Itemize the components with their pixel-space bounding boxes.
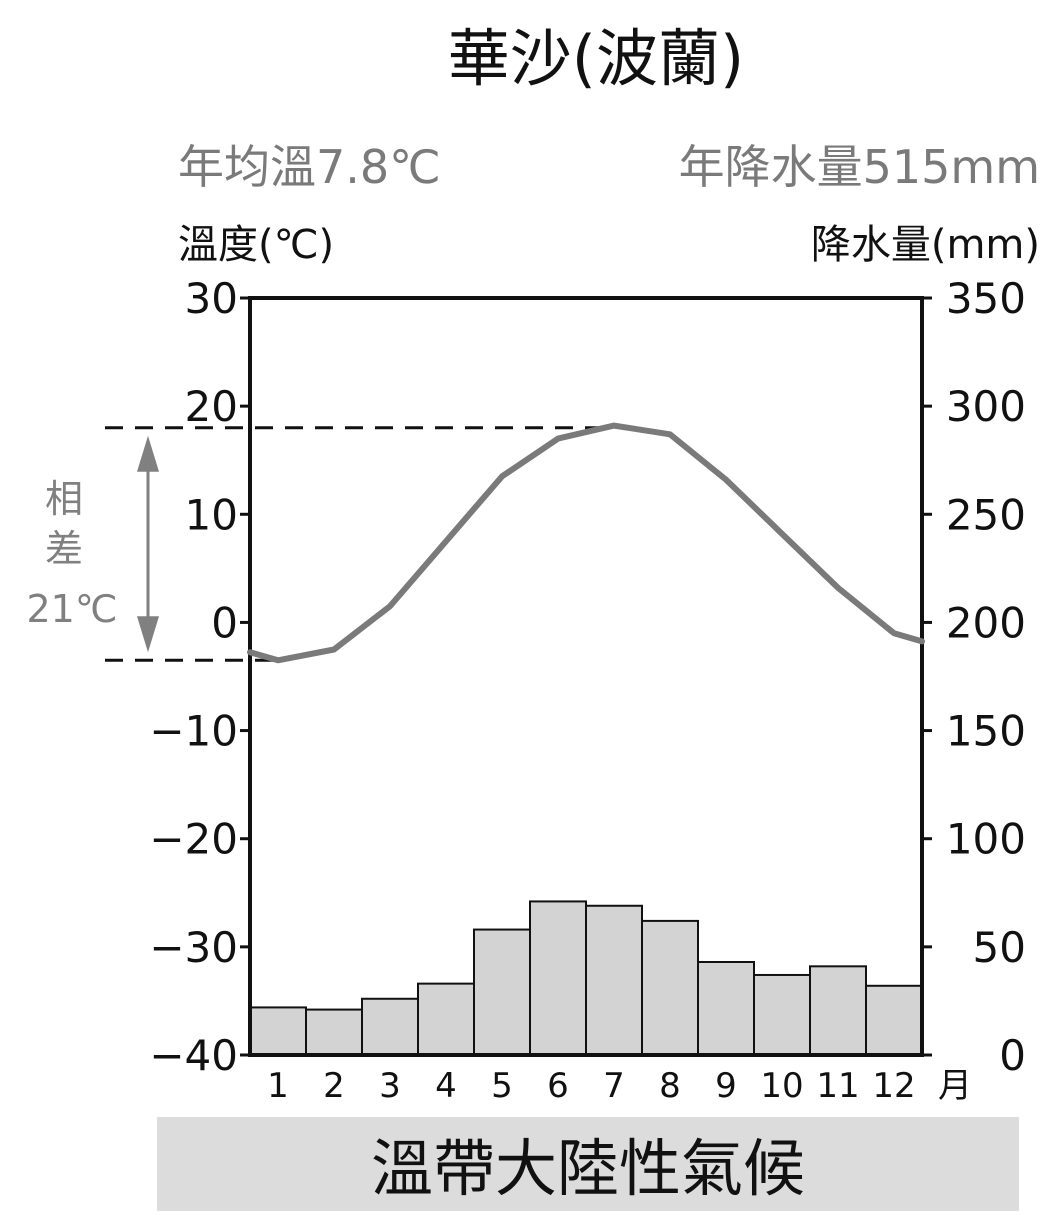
left-tick-label: −20 bbox=[149, 815, 238, 864]
right-tick-label: 100 bbox=[946, 815, 1026, 864]
month-label-5: 5 bbox=[491, 1066, 513, 1106]
climate-type-label: 溫帶大陸性氣候 bbox=[371, 1132, 805, 1205]
month-label-7: 7 bbox=[603, 1066, 625, 1106]
right-tick-label: 200 bbox=[946, 598, 1026, 647]
precip-bar-1 bbox=[249, 1006, 307, 1056]
annual-mean-temp: 年均溫7.8℃ bbox=[178, 140, 441, 194]
month-label-10: 10 bbox=[760, 1066, 803, 1106]
range-label-char-2: 差 bbox=[45, 527, 83, 571]
month-labels: 1 2 3 4 5 6 7 8 9 10 11 12 bbox=[267, 1066, 915, 1106]
left-tick-label: 30 bbox=[185, 274, 238, 323]
right-tick-label: 250 bbox=[946, 490, 1026, 539]
month-label-3: 3 bbox=[379, 1066, 401, 1106]
left-tick-label: −40 bbox=[149, 1031, 238, 1080]
month-unit-label: 月 bbox=[938, 1066, 972, 1106]
temperature-line-group bbox=[247, 422, 925, 664]
left-tick-label: −10 bbox=[149, 707, 238, 756]
month-label-8: 8 bbox=[659, 1066, 681, 1106]
precip-bar-4 bbox=[417, 982, 475, 1057]
month-label-9: 9 bbox=[715, 1066, 737, 1106]
right-tick-label: 50 bbox=[973, 923, 1026, 972]
left-tick-label: 10 bbox=[185, 490, 238, 539]
range-value-label: 21℃ bbox=[26, 587, 117, 631]
precip-bar-5 bbox=[473, 928, 531, 1056]
range-arrow-down-icon bbox=[137, 616, 159, 653]
range-annotation: 相差 21℃ bbox=[26, 426, 612, 662]
precip-bar-7 bbox=[585, 904, 643, 1057]
right-tick-label: 150 bbox=[946, 707, 1026, 756]
month-label-6: 6 bbox=[547, 1066, 569, 1106]
left-axis-label: 溫度(℃) bbox=[178, 222, 334, 268]
annual-precipitation: 年降水量515mm bbox=[679, 140, 1040, 194]
right-tick-label: 300 bbox=[946, 382, 1026, 431]
plot-frame bbox=[248, 296, 924, 1057]
left-tick-label: 0 bbox=[211, 598, 238, 647]
right-tick-label: 0 bbox=[999, 1031, 1026, 1080]
precip-bar-11 bbox=[809, 965, 867, 1057]
chart-title: 華沙(波蘭) bbox=[448, 22, 744, 95]
right-axis-label: 降水量(mm) bbox=[811, 222, 1040, 268]
temperature-line bbox=[247, 422, 925, 664]
month-label-12: 12 bbox=[872, 1066, 915, 1106]
precip-bar-3 bbox=[361, 997, 419, 1056]
month-label-4: 4 bbox=[435, 1066, 457, 1106]
month-label-2: 2 bbox=[323, 1066, 345, 1106]
right-tick-label: 350 bbox=[946, 274, 1026, 323]
left-tick-label: −30 bbox=[149, 923, 238, 972]
right-axis: 350 300 250 200 150 100 50 0 bbox=[922, 274, 1026, 1080]
precip-bar-9 bbox=[697, 960, 755, 1056]
range-arrow-up-icon bbox=[137, 435, 159, 472]
precip-bar-12 bbox=[865, 984, 923, 1056]
month-label-1: 1 bbox=[267, 1066, 289, 1106]
month-label-11: 11 bbox=[816, 1066, 859, 1106]
range-label-char-1: 相 bbox=[45, 477, 83, 521]
precip-bar-2 bbox=[305, 1008, 363, 1057]
left-axis: 30 20 10 0 −10 −20 −30 −40 bbox=[149, 274, 250, 1080]
precipitation-bars bbox=[249, 900, 923, 1057]
left-tick-label: 20 bbox=[185, 382, 238, 431]
precip-bar-10 bbox=[753, 973, 811, 1057]
precip-bar-8 bbox=[641, 919, 699, 1056]
precip-bar-6 bbox=[529, 900, 587, 1056]
footer-banner bbox=[157, 1117, 1019, 1211]
